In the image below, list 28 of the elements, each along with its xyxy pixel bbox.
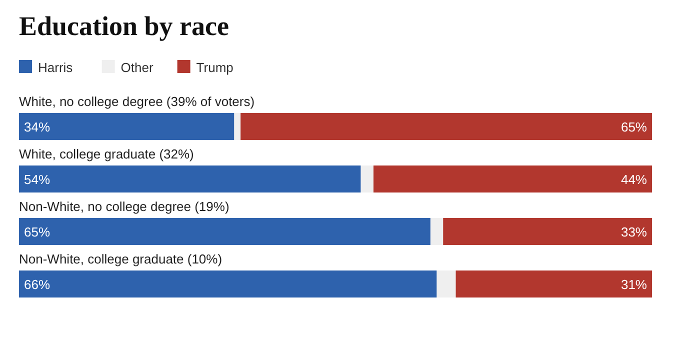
data-label: 65% <box>24 224 50 240</box>
chart-title: Education by race <box>19 11 230 41</box>
data-label: 66% <box>24 277 50 292</box>
data-label: 34% <box>24 120 50 134</box>
data-label: 44% <box>620 172 648 187</box>
bar <box>430 218 444 245</box>
y-tick-label: Non-White, no college degree (19%) <box>19 199 230 214</box>
bar <box>240 113 652 140</box>
legend-label: Harris <box>38 60 74 75</box>
y-tick-label: White, no college degree (39% of voters) <box>19 94 255 109</box>
data-label: 31% <box>620 277 648 292</box>
bar <box>19 166 361 192</box>
legend-label: Other <box>120 60 154 75</box>
data-label: 33% <box>620 224 648 240</box>
bar <box>234 113 241 140</box>
bar <box>19 113 234 140</box>
bar <box>360 166 374 192</box>
bar <box>456 270 652 298</box>
data-label: 54% <box>24 172 50 187</box>
bar <box>443 218 652 245</box>
data-label: 65% <box>620 120 648 134</box>
bar <box>373 166 652 192</box>
y-tick-label: White, college graduate (32%) <box>19 146 194 162</box>
bar <box>19 218 430 245</box>
bar <box>19 270 437 298</box>
y-tick-label: Non-White, college graduate (10%) <box>19 252 222 266</box>
bar <box>436 270 456 298</box>
legend-label: Trump <box>196 60 234 75</box>
